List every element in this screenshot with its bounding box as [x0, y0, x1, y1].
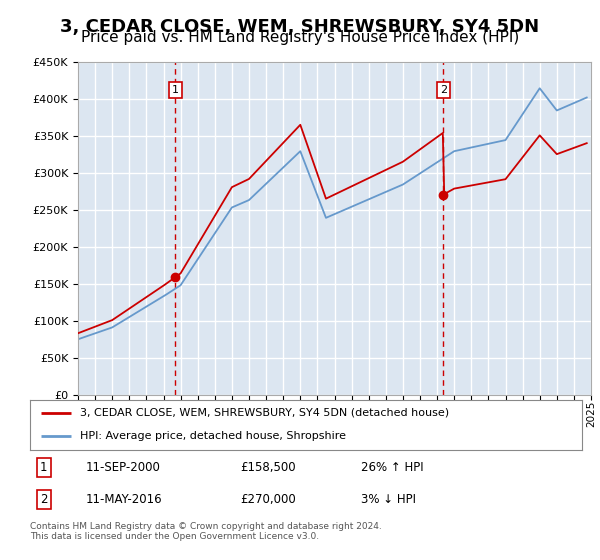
- Text: 1: 1: [40, 461, 47, 474]
- Text: 2: 2: [40, 493, 47, 506]
- Text: 1: 1: [172, 85, 179, 95]
- Text: 3% ↓ HPI: 3% ↓ HPI: [361, 493, 416, 506]
- Text: HPI: Average price, detached house, Shropshire: HPI: Average price, detached house, Shro…: [80, 431, 346, 441]
- Text: 11-SEP-2000: 11-SEP-2000: [85, 461, 160, 474]
- Text: £270,000: £270,000: [240, 493, 296, 506]
- Text: 11-MAY-2016: 11-MAY-2016: [85, 493, 162, 506]
- Text: £158,500: £158,500: [240, 461, 295, 474]
- Text: Price paid vs. HM Land Registry's House Price Index (HPI): Price paid vs. HM Land Registry's House …: [81, 30, 519, 45]
- Text: 26% ↑ HPI: 26% ↑ HPI: [361, 461, 424, 474]
- Text: 3, CEDAR CLOSE, WEM, SHREWSBURY, SY4 5DN: 3, CEDAR CLOSE, WEM, SHREWSBURY, SY4 5DN: [61, 18, 539, 36]
- Text: Contains HM Land Registry data © Crown copyright and database right 2024.
This d: Contains HM Land Registry data © Crown c…: [30, 522, 382, 542]
- Text: 3, CEDAR CLOSE, WEM, SHREWSBURY, SY4 5DN (detached house): 3, CEDAR CLOSE, WEM, SHREWSBURY, SY4 5DN…: [80, 408, 449, 418]
- Text: 2: 2: [440, 85, 447, 95]
